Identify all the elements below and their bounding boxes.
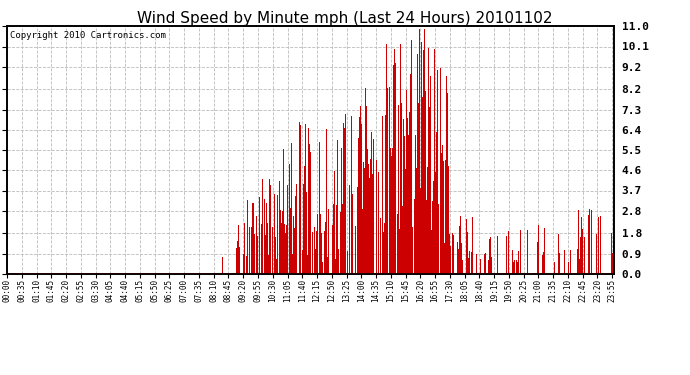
Text: Copyright 2010 Cartronics.com: Copyright 2010 Cartronics.com: [10, 31, 166, 40]
Text: Wind Speed by Minute mph (Last 24 Hours) 20101102: Wind Speed by Minute mph (Last 24 Hours)…: [137, 11, 553, 26]
